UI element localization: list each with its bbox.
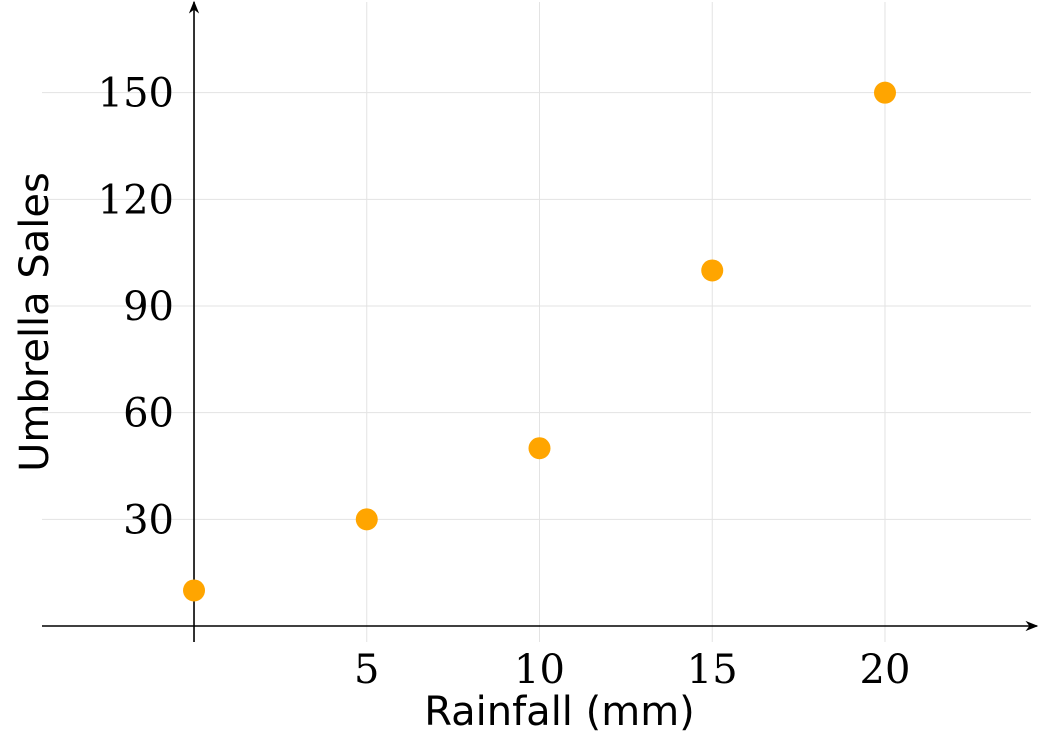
- x-axis-title: Rainfall (mm): [424, 689, 695, 735]
- x-tick-label: 10: [514, 647, 565, 693]
- data-point: [873, 81, 896, 104]
- y-tick-label: 120: [98, 177, 174, 223]
- x-tick-label: 15: [687, 647, 738, 693]
- data-point: [528, 437, 551, 460]
- data-points: [183, 81, 896, 602]
- x-tick-label: 5: [354, 647, 379, 693]
- grid: [42, 2, 1031, 642]
- y-tick-label: 150: [98, 71, 174, 117]
- y-tick-label: 30: [123, 497, 174, 543]
- y-tick-label: 90: [123, 284, 174, 330]
- y-axis-title: Umbrella Sales: [12, 172, 58, 472]
- x-tick-labels: 5 10 15 20: [354, 647, 910, 693]
- x-tick-label: 20: [860, 647, 911, 693]
- y-tick-label: 60: [123, 391, 174, 437]
- data-point: [701, 259, 724, 282]
- data-point: [183, 579, 206, 602]
- y-tick-labels: 30 60 90 120 150: [98, 71, 174, 544]
- data-point: [355, 508, 378, 531]
